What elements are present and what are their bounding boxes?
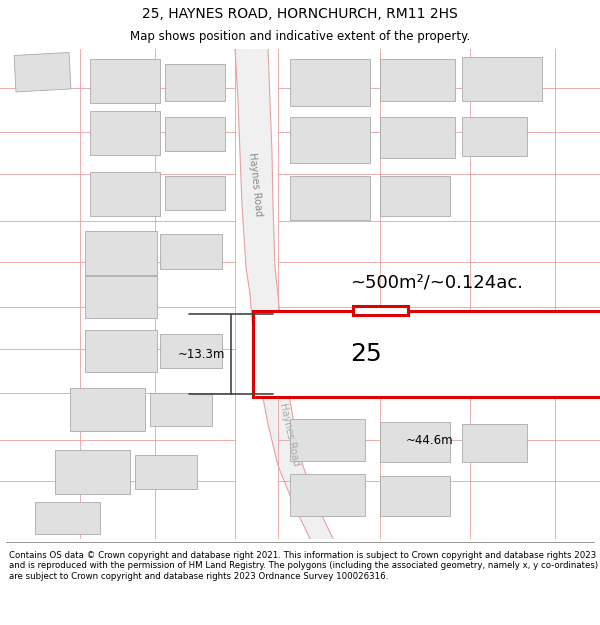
Bar xyxy=(462,57,542,101)
Text: Map shows position and indicative extent of the property.: Map shows position and indicative extent… xyxy=(130,30,470,43)
Bar xyxy=(14,52,71,92)
Text: Contains OS data © Crown copyright and database right 2021. This information is : Contains OS data © Crown copyright and d… xyxy=(9,551,598,581)
Bar xyxy=(253,311,600,397)
Bar xyxy=(380,176,450,216)
Bar xyxy=(85,330,157,372)
Bar xyxy=(90,111,160,155)
Bar xyxy=(290,59,370,106)
Bar xyxy=(90,172,160,216)
Text: 25: 25 xyxy=(350,342,382,366)
Bar xyxy=(165,64,225,101)
Text: ~13.3m: ~13.3m xyxy=(178,348,225,361)
Bar xyxy=(85,231,157,275)
Bar xyxy=(90,59,160,103)
Bar xyxy=(85,276,157,318)
Bar xyxy=(380,116,455,158)
Text: ~500m²/~0.124ac.: ~500m²/~0.124ac. xyxy=(350,273,523,291)
Bar xyxy=(290,176,370,220)
Bar xyxy=(160,334,222,367)
Bar xyxy=(150,392,212,426)
Text: Haynes Road: Haynes Road xyxy=(247,152,263,217)
Bar xyxy=(70,388,145,431)
Polygon shape xyxy=(250,294,333,539)
Bar xyxy=(353,306,408,314)
Polygon shape xyxy=(235,49,278,294)
Bar xyxy=(35,503,100,534)
Bar xyxy=(380,476,450,516)
Bar xyxy=(462,116,527,156)
Bar xyxy=(55,450,130,494)
Bar xyxy=(135,456,197,489)
Text: Haynes Road: Haynes Road xyxy=(278,402,302,467)
Bar xyxy=(462,424,527,462)
Text: ~44.6m: ~44.6m xyxy=(406,434,454,447)
Bar xyxy=(380,59,455,101)
Bar xyxy=(290,419,365,461)
Bar xyxy=(165,116,225,151)
Bar xyxy=(290,474,365,516)
Bar xyxy=(165,176,225,211)
Bar xyxy=(160,234,222,269)
Bar xyxy=(380,422,450,462)
Text: 25, HAYNES ROAD, HORNCHURCH, RM11 2HS: 25, HAYNES ROAD, HORNCHURCH, RM11 2HS xyxy=(142,7,458,21)
Bar xyxy=(290,116,370,163)
